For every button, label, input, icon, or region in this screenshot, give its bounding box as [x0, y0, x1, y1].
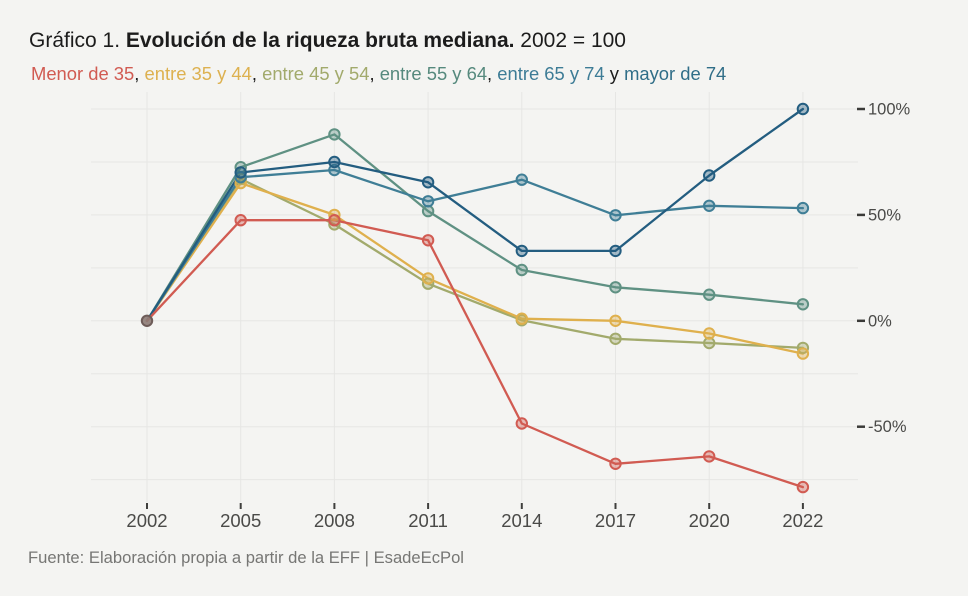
svg-text:2008: 2008 — [314, 510, 355, 531]
svg-text:2017: 2017 — [595, 510, 636, 531]
svg-text:2022: 2022 — [782, 510, 823, 531]
svg-text:50%: 50% — [868, 206, 901, 224]
svg-text:2002: 2002 — [126, 510, 167, 531]
svg-text:100%: 100% — [868, 101, 911, 119]
svg-text:2011: 2011 — [408, 510, 448, 531]
svg-text:2005: 2005 — [220, 510, 261, 531]
svg-text:0%: 0% — [868, 312, 892, 330]
svg-text:-50%: -50% — [868, 418, 907, 436]
svg-text:2014: 2014 — [501, 510, 542, 531]
svg-text:2020: 2020 — [689, 510, 730, 531]
